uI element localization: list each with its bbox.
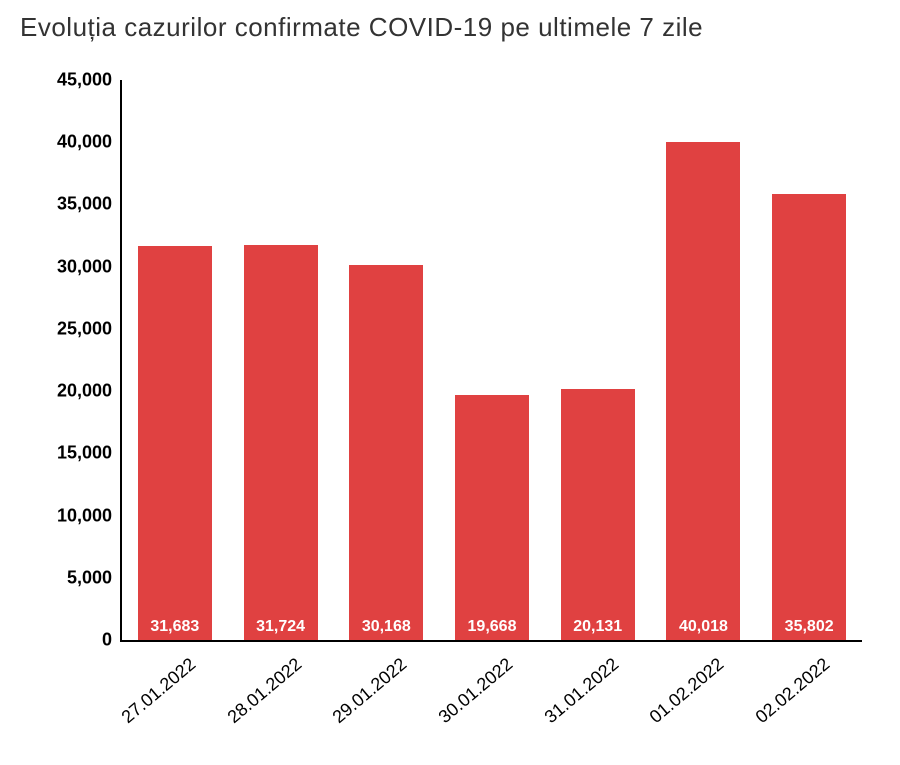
x-axis-tick-label: 01.02.2022 — [646, 654, 729, 728]
bar: 40,018 — [666, 142, 740, 640]
bar: 31,683 — [138, 246, 212, 640]
bar: 30,168 — [349, 265, 423, 640]
bar-value-label: 19,668 — [468, 618, 517, 636]
bar: 31,724 — [244, 245, 318, 640]
x-axis-tick-label: 30.01.2022 — [435, 654, 518, 728]
y-axis-tick-label: 10,000 — [42, 505, 112, 526]
y-axis-tick-label: 40,000 — [42, 132, 112, 153]
y-axis-tick-label: 15,000 — [42, 443, 112, 464]
chart-plot-area: 05,00010,00015,00020,00025,00030,00035,0… — [120, 80, 862, 642]
x-axis-tick-label: 27.01.2022 — [117, 654, 200, 728]
chart-container: Evoluția cazurilor confirmate COVID-19 p… — [0, 0, 900, 765]
x-axis-tick-label: 28.01.2022 — [223, 654, 306, 728]
y-axis-tick-label: 35,000 — [42, 194, 112, 215]
bar-value-label: 20,131 — [573, 618, 622, 636]
y-axis-tick-label: 30,000 — [42, 256, 112, 277]
y-axis-tick-label: 5,000 — [42, 567, 112, 588]
bar: 20,131 — [561, 389, 635, 640]
y-axis-tick-label: 45,000 — [42, 70, 112, 91]
bar: 35,802 — [772, 194, 846, 640]
bar-value-label: 31,724 — [256, 618, 305, 636]
bar-value-label: 30,168 — [362, 618, 411, 636]
y-axis-tick-label: 20,000 — [42, 381, 112, 402]
bar-value-label: 40,018 — [679, 618, 728, 636]
chart-title: Evoluția cazurilor confirmate COVID-19 p… — [20, 12, 703, 43]
x-axis-tick-label: 02.02.2022 — [752, 654, 835, 728]
y-axis-tick-label: 0 — [42, 630, 112, 651]
y-axis-tick-label: 25,000 — [42, 318, 112, 339]
bar-value-label: 35,802 — [785, 618, 834, 636]
x-axis-tick-label: 31.01.2022 — [540, 654, 623, 728]
bar-value-label: 31,683 — [150, 618, 199, 636]
x-axis-tick-label: 29.01.2022 — [329, 654, 412, 728]
bar: 19,668 — [455, 395, 529, 640]
